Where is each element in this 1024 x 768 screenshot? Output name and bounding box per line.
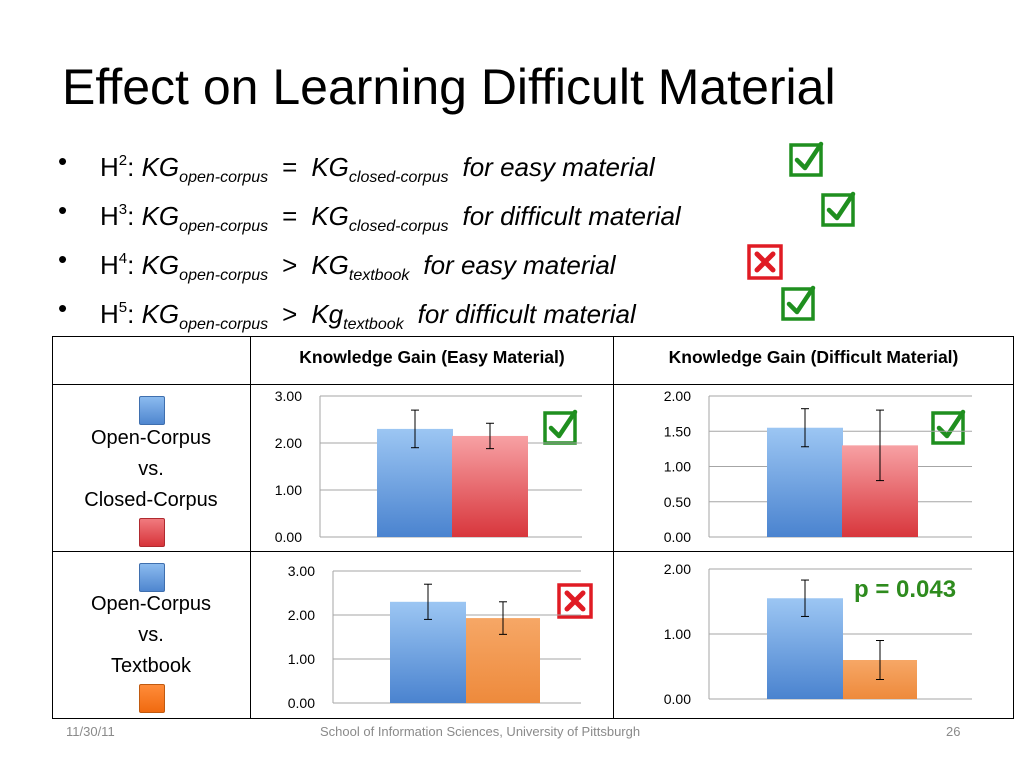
- kg-comparison: KGclosed-corpus: [311, 201, 449, 235]
- chart-easy-oc-vs-cc: 0.00 1.00 2.00 3.00: [275, 388, 582, 545]
- footer-page-number: 26: [946, 724, 961, 739]
- check-icon: [930, 408, 968, 446]
- y-tick-label: 1.00: [664, 626, 691, 642]
- cross-icon: [556, 582, 594, 620]
- kg-comparison: KGclosed-corpus: [311, 152, 449, 186]
- material-description: for difficult material: [462, 201, 681, 231]
- bar-open-corpus: [767, 598, 843, 699]
- y-tick-label: 2.00: [275, 435, 302, 451]
- material-description: for easy material: [462, 152, 655, 182]
- row-label-line: Textbook: [110, 655, 192, 677]
- row-label-oc-vs-cc: Open-Corpus vs. Closed-Corpus: [53, 423, 249, 516]
- legend-swatch-closed-corpus: [139, 518, 165, 547]
- error-bar: [424, 583, 432, 620]
- check-icon: [820, 190, 858, 228]
- slide-title: Effect on Learning Difficult Material: [62, 59, 836, 115]
- table-border-mid: [52, 551, 1014, 552]
- kg-open-corpus: KGopen-corpus: [141, 152, 269, 186]
- hypothesis-text: H2: KGopen-corpus = KGclosed-corpus for eas…: [100, 142, 655, 197]
- error-bar: [486, 422, 494, 450]
- table-border-top: [52, 336, 1014, 337]
- error-bar: [499, 601, 507, 635]
- bar-open-corpus: [377, 428, 453, 537]
- check-icon: [780, 284, 818, 322]
- y-tick-label: 2.00: [288, 607, 315, 623]
- bar-closed-corpus: [842, 445, 918, 537]
- bar-open-corpus: [390, 601, 466, 703]
- table-border-right: [1013, 336, 1014, 719]
- y-tick-label: 2.00: [664, 561, 691, 577]
- y-tick-label: 1.00: [275, 482, 302, 498]
- kg-comparison: Kgtextbook: [311, 299, 404, 333]
- kg-comparison: KGtextbook: [311, 250, 410, 284]
- y-tick-label: 0.00: [664, 691, 691, 707]
- y-tick-label: 0.00: [664, 529, 691, 545]
- y-tick-label: 1.00: [288, 651, 315, 667]
- hypothesis-text: H4: KGopen-corpus > KGtextbook for easy mat…: [100, 240, 616, 295]
- cross-icon: [746, 243, 784, 281]
- row-label-line: Open-Corpus: [90, 427, 212, 449]
- table-border-header: [52, 384, 1014, 385]
- bullet-dot: •: [58, 195, 68, 225]
- table-border-col2: [613, 336, 614, 719]
- kg-open-corpus: KGopen-corpus: [141, 201, 269, 235]
- material-description: for easy material: [423, 250, 616, 280]
- operator: =: [282, 201, 298, 231]
- hypothesis-text: H5: KGopen-corpus > Kgtextbook for difficul…: [100, 289, 636, 344]
- material-description: for difficult material: [417, 299, 636, 329]
- check-icon: [542, 408, 580, 446]
- error-bar: [411, 409, 419, 449]
- footer-institution: School of Information Sciences, Universi…: [320, 724, 641, 739]
- row-label-oc-vs-tb: Open-Corpus vs. Textbook: [53, 589, 249, 682]
- row-label-line: vs.: [138, 458, 164, 480]
- chart-easy-oc-vs-tb: 0.00 1.00 2.00 3.00: [288, 563, 581, 711]
- operator: >: [282, 250, 298, 280]
- y-tick-label: 1.00: [664, 459, 691, 475]
- bar-open-corpus: [767, 427, 843, 537]
- column-header-easy: Knowledge Gain (Easy Material): [299, 347, 565, 367]
- p-value-annotation: p = 0.043: [854, 576, 957, 603]
- row-label-line: Closed-Corpus: [84, 489, 218, 511]
- bar-closed-corpus: [452, 435, 528, 537]
- row-label-line: vs.: [138, 624, 164, 646]
- legend-swatch-textbook: [139, 684, 165, 713]
- row-label-line: Open-Corpus: [90, 593, 212, 615]
- operator: =: [282, 152, 298, 182]
- error-bar: [801, 579, 809, 617]
- y-tick-label: 3.00: [275, 388, 302, 404]
- y-tick-label: 2.00: [664, 388, 691, 404]
- bullet-dot: •: [58, 244, 68, 274]
- footer-date: 11/30/11: [66, 724, 115, 739]
- legend-swatch-open-corpus: [139, 563, 165, 592]
- y-tick-label: 0.00: [288, 695, 315, 711]
- hypothesis-id: H4:: [100, 250, 135, 280]
- legend-swatch-open-corpus: [139, 396, 165, 425]
- hypothesis-text: H3: KGopen-corpus = KGclosed-corpus for dif…: [100, 191, 681, 246]
- column-header-difficult: Knowledge Gain (Difficult Material): [668, 347, 959, 367]
- chart-difficult-oc-vs-cc: 0.00 0.50 1.00 1.50 2.00: [664, 388, 972, 545]
- bullet-dot: •: [58, 293, 68, 323]
- hypothesis-id: H5:: [100, 299, 135, 329]
- error-bar: [876, 640, 884, 680]
- hypothesis-id: H2:: [100, 152, 135, 182]
- table-border-bottom: [52, 718, 1014, 719]
- y-tick-label: 0.00: [275, 529, 302, 545]
- table-border-left: [52, 336, 53, 719]
- hypothesis-id: H3:: [100, 201, 135, 231]
- error-bar: [801, 408, 809, 448]
- table-border-col1: [250, 336, 251, 719]
- error-bar: [876, 409, 884, 482]
- kg-open-corpus: KGopen-corpus: [141, 250, 269, 284]
- bar-textbook: [466, 618, 540, 703]
- bullet-dot: •: [58, 146, 68, 176]
- y-tick-label: 3.00: [288, 563, 315, 579]
- operator: >: [282, 299, 298, 329]
- y-tick-label: 0.50: [664, 494, 691, 510]
- bar-textbook: [843, 660, 917, 699]
- check-icon: [788, 140, 826, 178]
- kg-open-corpus: KGopen-corpus: [141, 299, 269, 333]
- y-tick-label: 1.50: [664, 423, 691, 439]
